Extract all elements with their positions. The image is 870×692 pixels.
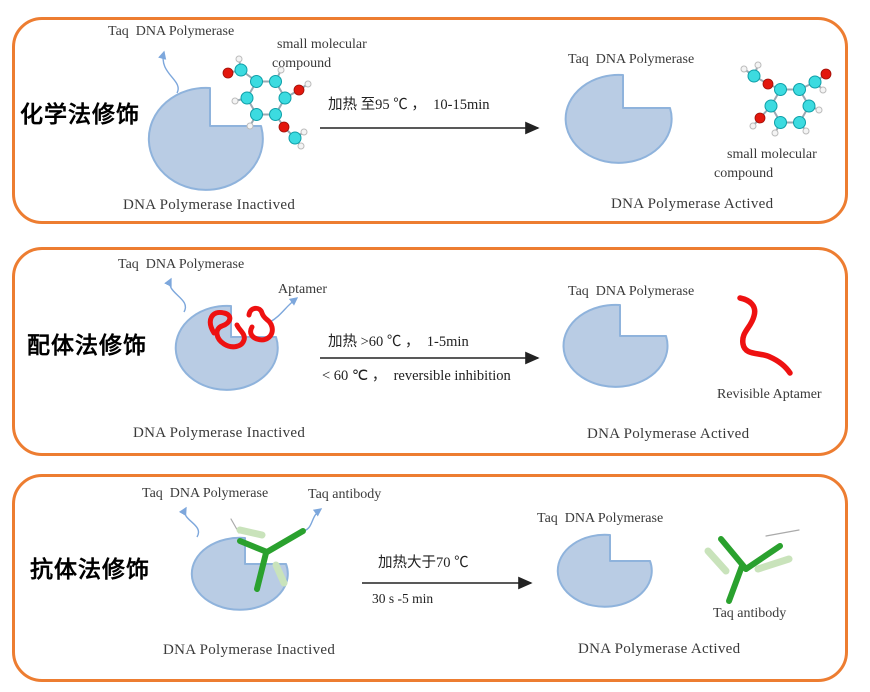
state-caption: DNA Polymerase Inactived bbox=[163, 642, 336, 658]
method-title: 配体法修饰 bbox=[27, 332, 147, 358]
state-caption: DNA Polymerase Actived bbox=[611, 196, 774, 212]
state-caption: DNA Polymerase Actived bbox=[587, 426, 750, 442]
reaction-condition: < 60 ℃ ， reversible inhibition bbox=[322, 368, 511, 384]
enzyme-label: Taq DNA Polymerase bbox=[142, 486, 269, 501]
state-caption: DNA Polymerase Inactived bbox=[123, 197, 296, 213]
antibody-bound-icon bbox=[230, 518, 306, 592]
pointer-arrow-icon bbox=[178, 506, 200, 538]
pointer-arrow-icon bbox=[164, 277, 187, 313]
inhibitor-label: compound bbox=[272, 56, 332, 71]
pointer-arrow-icon bbox=[303, 508, 323, 532]
reaction-condition: 加热 >60 ℃ ， 1-5min bbox=[328, 334, 469, 350]
state-caption: DNA Polymerase Inactived bbox=[133, 425, 306, 441]
inhibitor-label: Taq antibody bbox=[308, 487, 382, 502]
inhibitor-label: Aptamer bbox=[278, 282, 327, 297]
reaction-condition: 加热 至95 ℃ ， 10-15min bbox=[328, 97, 490, 113]
antibody-released-icon bbox=[704, 529, 800, 604]
method-title: 抗体法修饰 bbox=[30, 556, 150, 582]
enzyme-label: Taq DNA Polymerase bbox=[568, 52, 695, 67]
polymerase-active-icon bbox=[564, 73, 673, 164]
enzyme-label: Taq DNA Polymerase bbox=[537, 511, 664, 526]
small-molecule-bound-icon bbox=[222, 55, 312, 150]
small-molecule-released-icon bbox=[740, 61, 832, 137]
reaction-condition: 30 s -5 min bbox=[372, 591, 434, 606]
panel-antibody-modification bbox=[12, 474, 848, 682]
released-label: Revisible Aptamer bbox=[717, 387, 822, 402]
released-label: Taq antibody bbox=[713, 606, 787, 621]
inhibitor-label: small molecular bbox=[277, 37, 367, 52]
state-caption: DNA Polymerase Actived bbox=[578, 641, 741, 657]
polymerase-active-icon bbox=[556, 533, 653, 608]
released-label: compound bbox=[714, 166, 774, 181]
aptamer-bound-icon bbox=[207, 305, 275, 350]
method-title: 化学法修饰 bbox=[20, 101, 140, 127]
polymerase-active-icon bbox=[562, 303, 669, 388]
aptamer-released-icon bbox=[737, 295, 793, 376]
reaction-condition: 加热大于70 ℃ bbox=[378, 555, 469, 571]
enzyme-label: Taq DNA Polymerase bbox=[568, 284, 695, 299]
pointer-arrow-icon bbox=[158, 50, 179, 94]
released-label: small molecular bbox=[727, 147, 817, 162]
enzyme-label: Taq DNA Polymerase bbox=[108, 24, 235, 39]
pointer-arrow-icon bbox=[269, 297, 299, 323]
enzyme-label: Taq DNA Polymerase bbox=[118, 257, 245, 272]
panel-ligand-modification bbox=[12, 247, 848, 456]
polymerase-inactive-icon bbox=[147, 86, 264, 191]
